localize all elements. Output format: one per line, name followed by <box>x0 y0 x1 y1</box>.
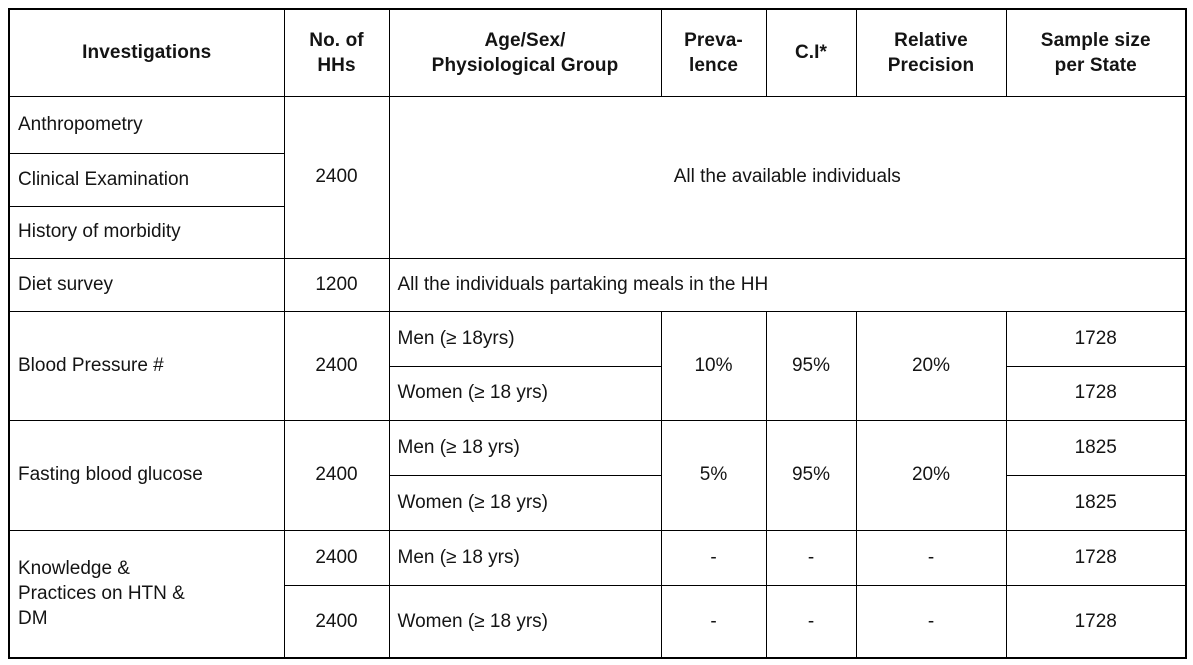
cell-fasting-blood-glucose-sample-men: 1825 <box>1005 419 1187 476</box>
row-fasting-blood-glucose-women: Women (≥ 18 yrs) 1825 <box>9 474 1187 531</box>
col-header-ci: C.I* <box>765 8 857 97</box>
col-header-relative-precision: Relative Precision <box>855 8 1007 97</box>
cell-fasting-blood-glucose-ci: 95% <box>765 419 857 531</box>
cell-fasting-blood-glucose-label: Fasting blood glucose <box>8 419 285 531</box>
header-row: Investigations No. of HHs Age/Sex/ Physi… <box>8 8 1187 97</box>
cell-blood-pressure-sample-men: 1728 <box>1005 310 1187 367</box>
cell-blood-pressure-label: Blood Pressure # <box>8 310 285 421</box>
row-diet-survey: Diet survey 1200 All the individuals par… <box>8 257 1187 312</box>
cell-knowledge-practices-sample-men: 1728 <box>1005 529 1187 586</box>
cell-knowledge-practices-relative-precision-women: - <box>855 584 1007 659</box>
cell-clinical-examination-label: Clinical Examination <box>8 152 285 207</box>
cell-knowledge-practices-prevalence-men: - <box>660 529 767 586</box>
cell-blood-pressure-hhs: 2400 <box>283 310 390 421</box>
cell-knowledge-practices-hhs-men: 2400 <box>283 529 390 586</box>
row-blood-pressure-men: Blood Pressure # 2400 Men (≥ 18yrs) 10% … <box>8 310 1187 421</box>
cell-blood-pressure-relative-precision: 20% <box>855 310 1007 421</box>
cell-fasting-blood-glucose-prevalence: 5% <box>660 419 767 531</box>
cell-knowledge-practices-relative-precision-men: - <box>855 529 1007 586</box>
row-anthropometry: Anthropometry 2400 All the available ind… <box>8 95 1187 259</box>
row-history-of-morbidity: History of morbidity <box>8 205 1186 259</box>
cell-blood-pressure-ci: 95% <box>765 310 857 421</box>
cell-blood-pressure-women-group: Women (≥ 18 yrs) <box>388 365 662 421</box>
col-header-age-sex-group: Age/Sex/ Physiological Group <box>388 8 662 97</box>
cell-fasting-blood-glucose-relative-precision: 20% <box>855 419 1007 531</box>
survey-sampling-table: Investigations No. of HHs Age/Sex/ Physi… <box>8 8 1187 659</box>
cell-group1-hhs: 2400 <box>283 95 390 259</box>
row-clinical-examination: Clinical Examination <box>8 152 1186 207</box>
cell-knowledge-practices-men-group: Men (≥ 18 yrs) <box>388 529 662 586</box>
row-knowledge-practices-women: 2400 Women (≥ 18 yrs) - - - 1728 <box>9 584 1187 659</box>
cell-anthropometry-label: Anthropometry <box>8 95 285 154</box>
cell-fasting-blood-glucose-sample-women: 1825 <box>1005 474 1187 531</box>
col-header-sample-size: Sample size per State <box>1005 8 1187 97</box>
cell-diet-survey-label: Diet survey <box>8 257 285 312</box>
cell-fasting-blood-glucose-women-group: Women (≥ 18 yrs) <box>388 474 662 531</box>
cell-group1-note: All the available individuals <box>388 95 1187 259</box>
cell-fasting-blood-glucose-hhs: 2400 <box>283 419 390 531</box>
col-header-no-of-hhs: No. of HHs <box>283 8 390 97</box>
row-knowledge-practices-men: Knowledge & Practices on HTN & DM 2400 M… <box>8 529 1187 659</box>
cell-history-of-morbidity-label: History of morbidity <box>8 205 285 259</box>
cell-knowledge-practices-label: Knowledge & Practices on HTN & DM <box>8 529 285 659</box>
cell-knowledge-practices-ci-men: - <box>765 529 857 586</box>
cell-blood-pressure-prevalence: 10% <box>660 310 767 421</box>
cell-diet-survey-note: All the individuals partaking meals in t… <box>388 257 1187 312</box>
cell-diet-survey-hhs: 1200 <box>283 257 390 312</box>
row-fasting-blood-glucose-men: Fasting blood glucose 2400 Men (≥ 18 yrs… <box>8 419 1187 531</box>
col-header-investigations: Investigations <box>8 8 285 97</box>
cell-knowledge-practices-sample-women: 1728 <box>1005 584 1187 659</box>
cell-blood-pressure-men-group: Men (≥ 18yrs) <box>388 310 662 367</box>
cell-fasting-blood-glucose-men-group: Men (≥ 18 yrs) <box>388 419 662 476</box>
cell-knowledge-practices-prevalence-women: - <box>660 584 767 659</box>
cell-blood-pressure-sample-women: 1728 <box>1005 365 1187 421</box>
cell-knowledge-practices-women-group: Women (≥ 18 yrs) <box>388 584 662 659</box>
cell-knowledge-practices-ci-women: - <box>765 584 857 659</box>
cell-knowledge-practices-hhs-women: 2400 <box>283 584 390 659</box>
col-header-prevalence: Preva- lence <box>660 8 767 97</box>
